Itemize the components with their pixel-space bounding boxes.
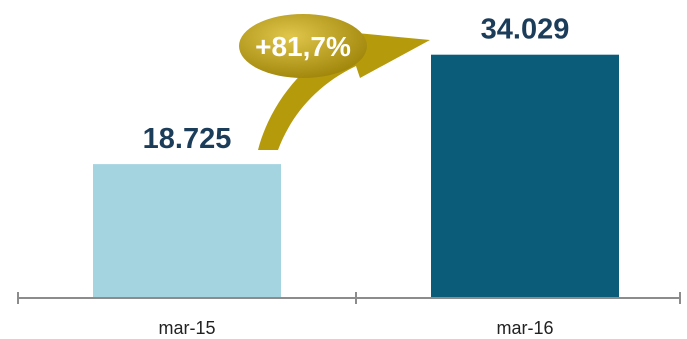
growth-arrow: [258, 32, 430, 150]
bar-mar-15: [93, 164, 281, 298]
bar-mar-16: [431, 54, 619, 298]
growth-badge: [239, 14, 367, 78]
category-label-mar-16: mar-16: [496, 318, 553, 338]
value-label-mar-15: 18.725: [143, 123, 232, 155]
growth-percentage-label: +81,7%: [255, 31, 351, 62]
category-label-mar-15: mar-15: [158, 318, 215, 338]
value-label-mar-16: 34.029: [481, 14, 570, 46]
